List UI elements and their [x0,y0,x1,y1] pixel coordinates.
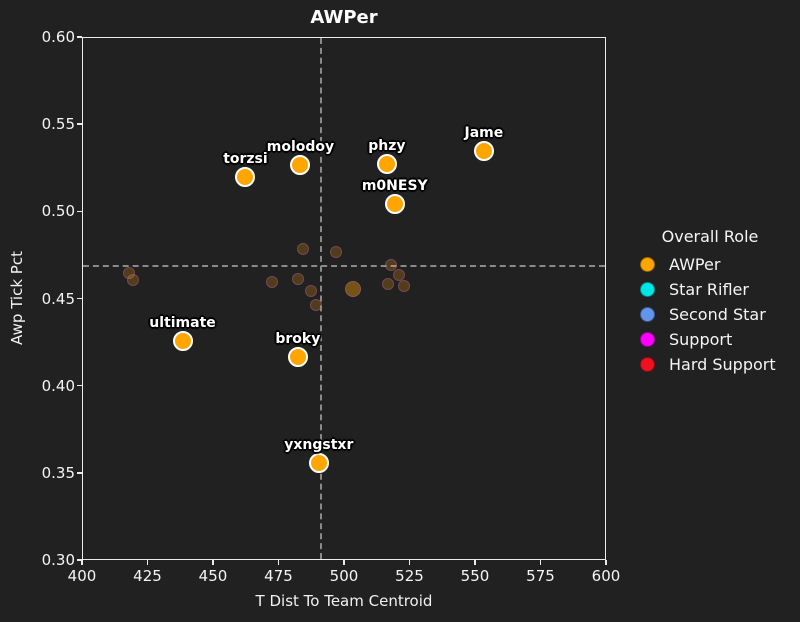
background-point [265,276,278,289]
background-point [329,246,342,259]
x-tick-mark [277,560,280,565]
y-tick-mark [77,297,82,300]
background-point [397,279,410,292]
x-tick-mark [408,560,411,565]
crosshair-horizontal-line [83,265,605,268]
legend-item-label: Support [669,330,733,349]
x-tick-label: 500 [329,567,359,585]
x-tick-label: 525 [395,567,424,585]
data-point [384,193,405,214]
y-tick-label: 0.45 [41,289,75,308]
x-tick-label: 550 [460,567,490,585]
data-point-label: broky [275,331,321,348]
y-tick-label: 0.30 [41,551,75,569]
background-point [126,274,139,287]
legend-item-label: Star Rifler [669,280,749,299]
x-tick-mark [474,560,476,565]
y-tick-label: 0.35 [41,463,75,482]
y-tick-mark [77,210,82,213]
x-tick-mark [539,560,542,565]
y-tick-label: 0.40 [41,376,75,395]
data-point [287,347,308,368]
plot-area: torzsi molodoy phzy Jame m0NESY ultimate broky… [82,37,606,560]
data-point-label: yxngstxr [284,437,354,454]
y-tick-mark [77,559,82,561]
legend-swatch [640,282,655,297]
y-tick-label: 0.60 [41,28,75,46]
data-point [308,453,329,474]
legend-title: Overall Role [661,227,759,246]
background-point [291,272,304,285]
legend-items: AWPer Star Rifler Second Star Support Hard S… [630,252,790,377]
x-tick-label: 425 [133,567,162,585]
data-point-label: Jame [464,125,504,142]
x-tick-mark [343,560,345,565]
legend: Overall Role AWPer Star Rifler Second Star… [630,227,790,377]
legend-item: Hard Support [630,352,790,377]
legend-item: Star Rifler [630,277,790,302]
legend-swatch [640,307,655,322]
data-point-label: ultimate [149,315,216,332]
background-point [382,277,395,290]
legend-swatch [640,257,655,272]
y-tick-mark [77,36,82,38]
crosshair-vertical-line [320,38,323,559]
x-tick-mark [81,560,83,565]
x-tick-label: 475 [264,567,293,585]
data-point [172,331,193,352]
x-tick-mark [605,560,607,565]
data-point-label: phzy [368,137,406,154]
y-tick-mark [77,384,82,387]
background-point [392,269,405,282]
legend-swatch [640,357,655,372]
background-point [344,281,361,298]
background-point [310,298,323,311]
x-tick-mark [146,560,149,565]
legend-item: Second Star [630,302,790,327]
legend-item-label: AWPer [669,255,721,274]
background-point [304,284,317,297]
x-tick-label: 400 [67,567,97,585]
y-tick-label: 0.55 [41,115,75,134]
data-point [235,167,256,188]
background-point [297,242,310,255]
x-tick-label: 575 [526,567,555,585]
data-point [290,155,311,176]
x-tick-mark [212,560,214,565]
legend-item-label: Second Star [669,305,766,324]
background-point [384,258,397,271]
legend-swatch [640,332,655,347]
data-point-label: molodoy [266,139,335,156]
y-tick-mark [77,123,82,125]
x-axis-label: T Dist To Team Centroid [255,592,433,610]
legend-item-label: Hard Support [669,355,776,374]
data-point [473,141,494,162]
y-tick-mark [77,472,82,474]
x-tick-label: 450 [198,567,228,585]
data-point [376,153,397,174]
legend-item: Support [630,327,790,352]
data-point-label: m0NESY [361,177,428,194]
y-tick-label: 0.50 [41,202,75,221]
chart-title: AWPer [310,7,378,28]
legend-item: AWPer [630,252,790,277]
x-tick-label: 600 [591,567,621,585]
data-point-label: torzsi [223,151,268,168]
